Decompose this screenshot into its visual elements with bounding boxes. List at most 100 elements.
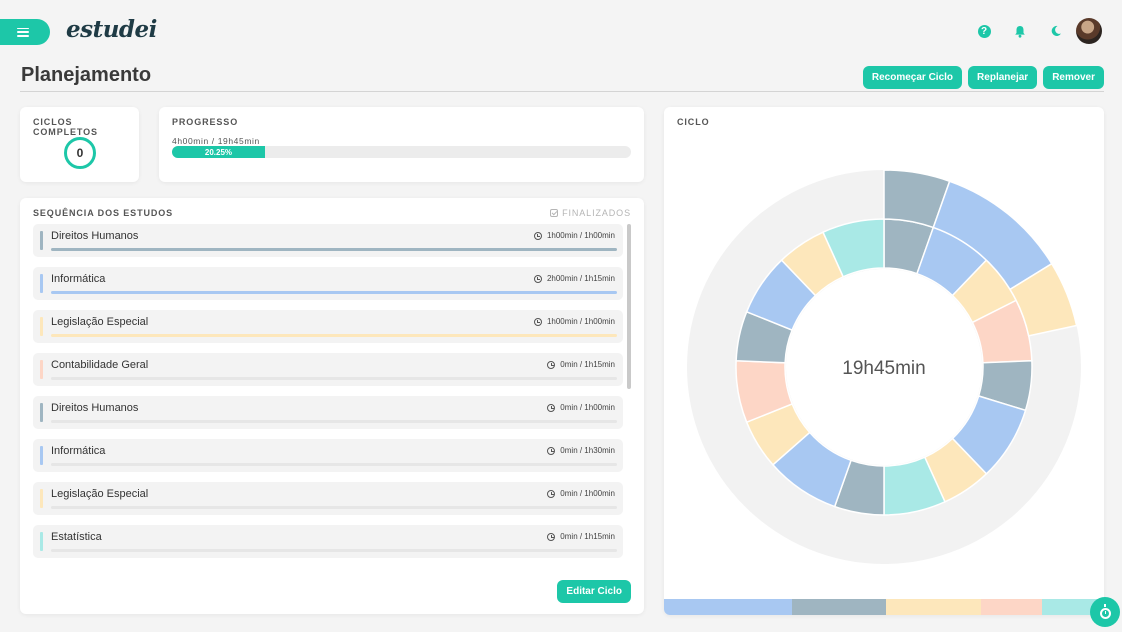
completed-cycles-label: CICLOS COMPLETOS [33, 117, 98, 137]
study-item[interactable]: Legislação Especial 1h00min / 1h00min [33, 310, 623, 343]
study-progress-bar [51, 506, 617, 509]
cycle-donut-chart: 19h45min [687, 169, 1081, 564]
progress-text: 4h00min / 19h45min [172, 136, 260, 146]
study-time-text: 0min / 1h00min [560, 403, 615, 412]
cycle-chart-card: CICLO 19h45min [664, 107, 1104, 615]
subject-color-tag [40, 231, 43, 250]
avatar[interactable] [1076, 18, 1102, 44]
subject-name: Legislação Especial [51, 316, 149, 328]
subject-name: Informática [51, 273, 106, 285]
study-progress-bar [51, 248, 617, 251]
study-time-text: 0min / 1h30min [560, 446, 615, 455]
study-item[interactable]: Informática 0min / 1h30min [33, 439, 623, 472]
subject-name: Informática [51, 445, 106, 457]
logo[interactable]: estudei [66, 16, 157, 43]
menu-icon [17, 27, 29, 37]
finished-filter-toggle[interactable]: FINALIZADOS [550, 208, 631, 218]
subject-color-tag [40, 446, 43, 465]
study-time: 2h00min / 1h15min [533, 274, 615, 283]
subject-color-tag [40, 317, 43, 336]
legend-strip-segment [791, 599, 887, 615]
study-time-text: 0min / 1h15min [560, 360, 615, 369]
finished-filter-label: FINALIZADOS [562, 208, 631, 218]
help-icon: ? [977, 24, 991, 38]
study-progress-bar [51, 420, 617, 423]
donut-center-total: 19h45min [842, 358, 925, 379]
donut-inner-segment[interactable] [822, 218, 885, 278]
study-item[interactable]: Contabilidade Geral 0min / 1h15min [33, 353, 623, 386]
edit-cycle-button[interactable]: Editar Ciclo [557, 580, 631, 603]
study-item[interactable]: Estatística 0min / 1h15min [33, 525, 623, 558]
study-sequence-list: Direitos Humanos 1h00min / 1h00min Informá… [33, 224, 625, 571]
menu-button[interactable] [0, 19, 50, 45]
checkbox-icon [550, 209, 559, 217]
study-sequence-title: SEQUÊNCIA DOS ESTUDOS [33, 208, 174, 218]
study-progress-fill [51, 248, 617, 251]
bell-icon [1015, 25, 1025, 38]
page-title: Planejamento [21, 64, 152, 86]
progress-bar-fill: 20.25% [172, 146, 265, 158]
study-progress-bar [51, 463, 617, 466]
study-time-text: 1h00min / 1h00min [546, 317, 615, 326]
clock-icon [547, 532, 556, 541]
donut-hole [786, 269, 982, 465]
stopwatch-button[interactable] [1090, 597, 1120, 627]
study-item[interactable]: Direitos Humanos 1h00min / 1h00min [33, 224, 623, 257]
study-time: 0min / 1h00min [547, 403, 615, 412]
remove-button[interactable]: Remover [1043, 66, 1104, 89]
legend-strip-segment [886, 599, 981, 615]
restart-cycle-button[interactable]: Recomeçar Ciclo [862, 66, 963, 89]
study-sequence-card: SEQUÊNCIA DOS ESTUDOS FINALIZADOS Direit… [20, 198, 644, 614]
study-time-text: 1h00min / 1h00min [546, 231, 615, 240]
completed-cycles-value: 0 [64, 137, 96, 169]
legend-strip-segment [1042, 599, 1104, 615]
subject-name: Estatística [51, 531, 102, 543]
subject-color-tag [40, 274, 43, 293]
subject-name: Contabilidade Geral [51, 359, 149, 371]
study-time: 0min / 1h15min [547, 532, 615, 541]
study-time: 0min / 1h15min [547, 360, 615, 369]
study-item[interactable]: Informática 2h00min / 1h15min [33, 267, 623, 300]
legend-strip-segment [664, 599, 792, 615]
study-progress-fill [51, 291, 617, 294]
subject-name: Legislação Especial [51, 488, 149, 500]
page-actions: Recomeçar Ciclo Replanejar Remover [862, 66, 1104, 89]
top-icons: ? [966, 17, 1102, 45]
cycle-chart-label: CICLO [677, 117, 710, 127]
subject-color-tag [40, 403, 43, 422]
theme-toggle-button[interactable] [1038, 17, 1074, 45]
subject-color-tag [40, 360, 43, 379]
progress-card: PROGRESSO 4h00min / 19h45min 20.25% [159, 107, 644, 182]
donut-outer-segment[interactable] [1008, 262, 1078, 337]
replan-button[interactable]: Replanejar [968, 66, 1038, 89]
progress-bar: 20.25% [172, 146, 631, 158]
clock-icon [533, 274, 542, 283]
study-time: 0min / 1h00min [547, 489, 615, 498]
title-divider [20, 91, 1104, 92]
study-time: 1h00min / 1h00min [533, 317, 615, 326]
clock-icon [547, 403, 556, 412]
clock-icon [533, 317, 542, 326]
study-time-text: 0min / 1h00min [560, 489, 615, 498]
study-item[interactable]: Legislação Especial 0min / 1h00min [33, 482, 623, 515]
study-time: 0min / 1h30min [547, 446, 615, 455]
clock-icon [547, 360, 556, 369]
clock-icon [547, 489, 556, 498]
stopwatch-icon [1099, 603, 1111, 619]
help-button[interactable]: ? [966, 17, 1002, 45]
study-sequence-scrollbar[interactable] [627, 224, 631, 389]
study-progress-bar [51, 549, 617, 552]
clock-icon [533, 231, 542, 240]
notifications-button[interactable] [1002, 17, 1038, 45]
study-progress-bar [51, 291, 617, 294]
moon-icon [1051, 25, 1061, 36]
study-time: 1h00min / 1h00min [533, 231, 615, 240]
study-time-text: 2h00min / 1h15min [546, 274, 615, 283]
top-bar: estudei ? [0, 0, 1122, 64]
study-item[interactable]: Direitos Humanos 0min / 1h00min [33, 396, 623, 429]
clock-icon [547, 446, 556, 455]
subject-color-tag [40, 532, 43, 551]
subject-name: Direitos Humanos [51, 230, 139, 242]
study-time-text: 0min / 1h15min [560, 532, 615, 541]
legend-strip-segment [980, 599, 1043, 615]
